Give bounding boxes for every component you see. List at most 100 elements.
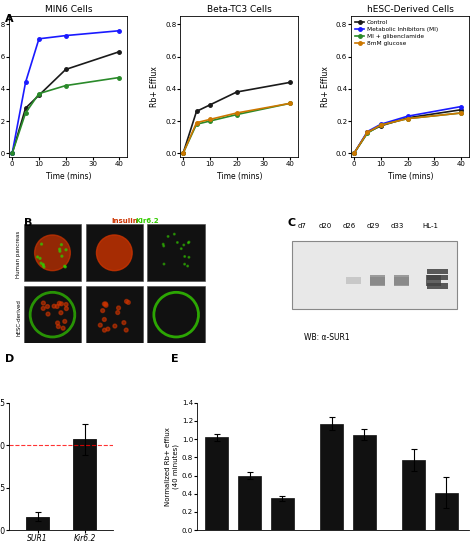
Text: B: B (25, 217, 33, 228)
Y-axis label: Rb+ Efflux: Rb+ Efflux (321, 66, 330, 107)
Y-axis label: Normalized Rb+ efflux
(40 minutes): Normalized Rb+ efflux (40 minutes) (165, 427, 179, 506)
Circle shape (48, 258, 50, 260)
Circle shape (39, 311, 43, 315)
Circle shape (46, 318, 50, 321)
Text: WB: α-SUR1: WB: α-SUR1 (304, 333, 350, 342)
Bar (238, 476, 261, 530)
Circle shape (69, 255, 71, 256)
Circle shape (184, 252, 186, 254)
Circle shape (39, 312, 43, 316)
Bar (292, 241, 457, 309)
Title: Beta-TC3 Cells: Beta-TC3 Cells (207, 5, 272, 14)
Circle shape (118, 305, 122, 308)
Circle shape (46, 306, 49, 310)
Circle shape (58, 308, 62, 312)
Bar (147, 286, 205, 344)
Circle shape (121, 316, 125, 320)
Circle shape (43, 250, 45, 253)
Bar (353, 434, 376, 530)
X-axis label: Time (mins): Time (mins) (388, 172, 433, 181)
Circle shape (44, 265, 46, 267)
Bar (24, 286, 81, 344)
Legend: Control, Metabolic Inhibitors (MI), MI + glibenclamide, 8mM glucose: Control, Metabolic Inhibitors (MI), MI +… (354, 19, 439, 47)
Circle shape (179, 236, 181, 237)
Text: Insulin: Insulin (112, 217, 138, 224)
Circle shape (35, 298, 39, 301)
Circle shape (188, 255, 190, 257)
Circle shape (177, 268, 178, 269)
Bar (427, 275, 448, 280)
Circle shape (180, 244, 181, 246)
Text: D: D (5, 354, 14, 364)
Circle shape (170, 237, 172, 239)
Bar (394, 275, 409, 286)
Bar (147, 224, 205, 281)
Circle shape (36, 299, 40, 302)
Bar (205, 437, 228, 530)
X-axis label: Time (mins): Time (mins) (46, 172, 91, 181)
Bar (370, 277, 385, 285)
Circle shape (39, 304, 43, 307)
Circle shape (161, 256, 163, 258)
Bar (24, 224, 81, 281)
Circle shape (183, 265, 185, 267)
Circle shape (41, 260, 43, 262)
Circle shape (47, 298, 51, 301)
Bar (26, 517, 49, 530)
Circle shape (55, 315, 59, 319)
Circle shape (169, 267, 171, 268)
Circle shape (116, 323, 120, 327)
Circle shape (100, 326, 104, 330)
Bar (394, 277, 409, 285)
Circle shape (100, 312, 104, 315)
Circle shape (103, 309, 108, 313)
Bar (320, 424, 343, 530)
Circle shape (100, 322, 104, 326)
Circle shape (176, 267, 178, 268)
Circle shape (163, 263, 164, 265)
Text: C: C (288, 218, 296, 228)
Circle shape (61, 263, 63, 265)
Circle shape (112, 306, 116, 309)
Circle shape (177, 255, 178, 256)
Bar (86, 224, 143, 281)
Circle shape (40, 326, 44, 329)
Text: d29: d29 (367, 222, 380, 228)
Circle shape (124, 312, 128, 316)
Circle shape (170, 245, 172, 246)
Circle shape (35, 235, 70, 270)
Text: E: E (171, 354, 178, 364)
Text: d20: d20 (319, 222, 332, 228)
Circle shape (181, 267, 182, 268)
Bar (271, 498, 294, 530)
Circle shape (43, 248, 45, 250)
Bar (402, 460, 425, 530)
Circle shape (97, 235, 132, 270)
Bar (86, 286, 143, 344)
Circle shape (182, 269, 183, 271)
Circle shape (63, 255, 65, 257)
Text: d7: d7 (298, 222, 306, 228)
Text: Human pancreas: Human pancreas (16, 230, 21, 278)
Circle shape (128, 316, 131, 320)
Circle shape (105, 305, 109, 309)
X-axis label: Time (mins): Time (mins) (217, 172, 262, 181)
Bar (427, 283, 448, 289)
Bar (427, 269, 448, 274)
Text: hESC-derived: hESC-derived (16, 299, 21, 337)
Circle shape (39, 241, 41, 243)
Circle shape (64, 309, 68, 313)
Circle shape (108, 328, 112, 332)
Circle shape (186, 252, 187, 254)
Circle shape (189, 243, 191, 245)
Circle shape (184, 247, 186, 248)
Circle shape (119, 309, 123, 313)
Bar (346, 278, 361, 284)
Circle shape (56, 248, 58, 250)
Text: d33: d33 (391, 222, 404, 228)
Circle shape (55, 246, 57, 247)
Y-axis label: Rb+ Efflux: Rb+ Efflux (150, 66, 159, 107)
Title: hESC-Derived Cells: hESC-Derived Cells (367, 5, 454, 14)
Bar (73, 439, 96, 530)
Circle shape (180, 237, 182, 239)
